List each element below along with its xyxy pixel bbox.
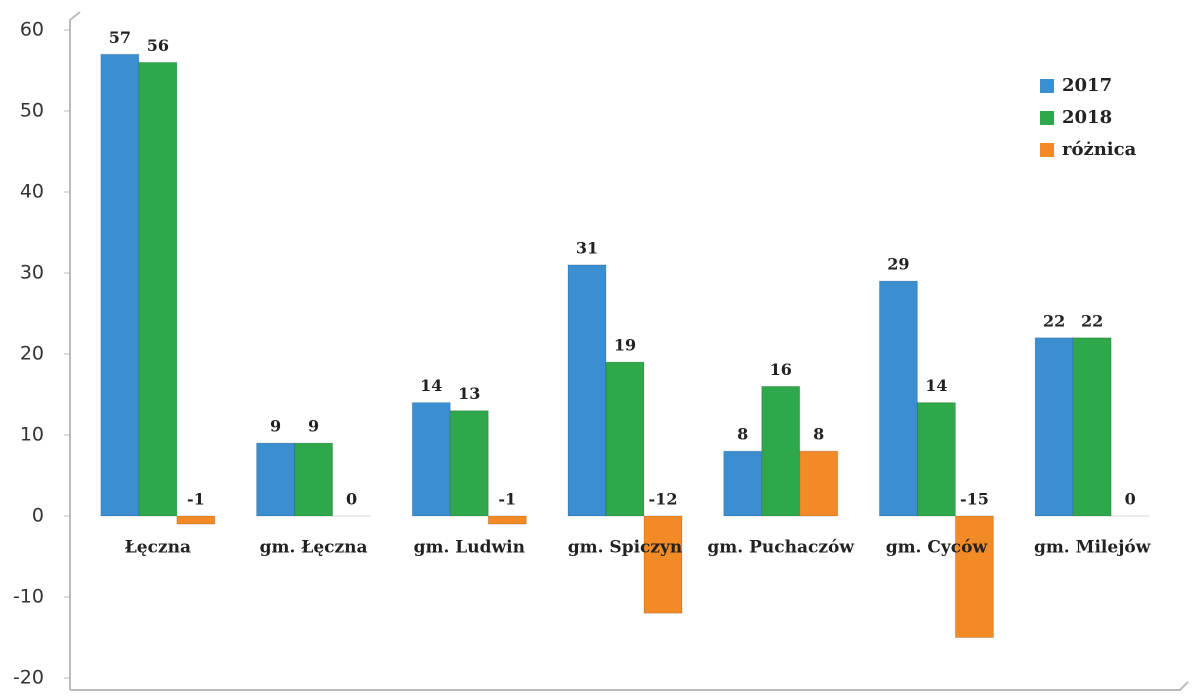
data-label: 9 xyxy=(270,417,281,436)
legend: 2017 2018 różnica xyxy=(1040,75,1137,160)
data-label: 0 xyxy=(346,490,357,509)
x-tick-label: gm. Cyców xyxy=(886,538,988,558)
x-tick-label: gm. Łęczna xyxy=(260,538,368,558)
bar xyxy=(916,402,956,517)
bar xyxy=(411,402,451,517)
y-tick-label: 10 xyxy=(20,424,44,446)
data-label: 9 xyxy=(308,417,319,436)
data-label: 56 xyxy=(147,36,169,55)
bar xyxy=(878,280,918,517)
y-tick-label: 50 xyxy=(20,100,44,122)
data-label: 22 xyxy=(1081,311,1103,330)
data-label: 13 xyxy=(458,384,480,403)
legend-swatch xyxy=(1040,111,1054,125)
bar xyxy=(176,515,216,525)
y-tick-label: -10 xyxy=(13,586,44,608)
axis-floor xyxy=(70,681,1189,691)
x-tick-label: gm. Milejów xyxy=(1034,538,1151,558)
data-label: 14 xyxy=(420,376,442,395)
bar xyxy=(723,450,763,517)
y-tick-label: 0 xyxy=(32,505,44,527)
bar xyxy=(799,450,839,517)
bar xyxy=(138,61,178,517)
data-label: -15 xyxy=(960,490,989,509)
bar xyxy=(100,53,140,517)
bar xyxy=(761,385,801,517)
bar xyxy=(605,361,645,517)
y-tick-label: -20 xyxy=(13,667,44,689)
bar xyxy=(256,442,296,517)
y-tick-label: 60 xyxy=(20,19,44,41)
bar xyxy=(567,264,607,517)
legend-label: 2017 xyxy=(1062,75,1112,96)
data-label: 14 xyxy=(925,376,947,395)
data-label: -1 xyxy=(498,490,516,509)
x-tick-label: gm. Puchaczów xyxy=(707,538,854,558)
bar xyxy=(954,515,994,638)
bar xyxy=(1034,337,1074,517)
data-label: 29 xyxy=(887,255,909,274)
data-label: 0 xyxy=(1125,490,1136,509)
axis-wall xyxy=(69,11,81,690)
data-label: 22 xyxy=(1043,311,1065,330)
data-label: 8 xyxy=(813,425,824,444)
bar xyxy=(487,515,527,525)
legend-swatch xyxy=(1040,79,1054,93)
y-tick-label: 30 xyxy=(20,262,44,284)
x-tick-label: gm. Spiczyn xyxy=(568,538,683,558)
data-label: -12 xyxy=(649,490,678,509)
x-tick-label: gm. Ludwin xyxy=(414,538,525,558)
legend-swatch xyxy=(1040,143,1054,157)
data-label: 57 xyxy=(109,28,131,47)
bar xyxy=(1072,337,1112,517)
data-label: 19 xyxy=(614,336,636,355)
data-label: 8 xyxy=(737,425,748,444)
y-tick-label: 20 xyxy=(20,343,44,365)
data-label: 16 xyxy=(770,360,792,379)
legend-label: różnica xyxy=(1062,139,1137,160)
bar xyxy=(643,515,683,614)
bar xyxy=(294,442,334,517)
data-label: 31 xyxy=(576,238,598,257)
x-tick-label: Łęczna xyxy=(125,538,191,558)
data-label: -1 xyxy=(187,490,205,509)
y-tick-label: 40 xyxy=(20,181,44,203)
legend-label: 2018 xyxy=(1062,107,1112,128)
bar xyxy=(449,410,489,517)
